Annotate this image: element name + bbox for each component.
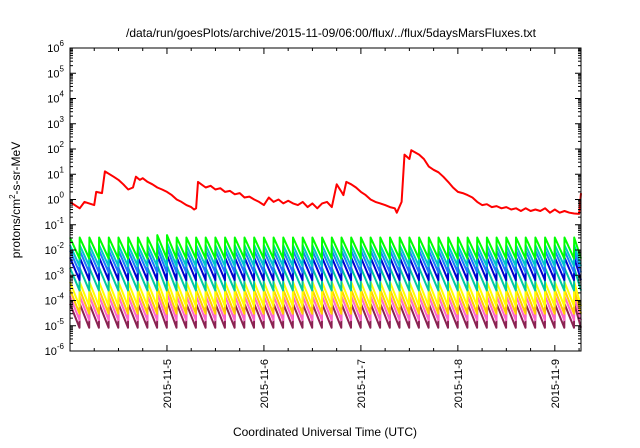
y-tick-label-exp: 6	[60, 39, 65, 48]
y-tick-label-base: 10	[47, 94, 59, 106]
y-tick-label-exp: 4	[60, 90, 65, 99]
y-tick-label-3: 10-3	[45, 266, 65, 282]
x-axis: 2015-11-5 2015-11-6 2015-11-7 2015-11-8 2015…	[93, 48, 580, 408]
plot-area	[69, 149, 582, 329]
y-tick-label-base: 10	[45, 321, 57, 333]
y-axis: 10-610-510-410-310-210-11001011021031041…	[45, 39, 581, 358]
y-tick-label-exp: 3	[60, 115, 65, 124]
y-tick-label-exp: 5	[60, 64, 65, 73]
y-tick-label-8: 102	[47, 140, 64, 156]
x-axis-label: Coordinated Universal Time (UTC)	[233, 425, 417, 439]
y-tick-label-base: 10	[45, 346, 57, 358]
x-tick-label-0: 2015-11-5	[162, 359, 174, 408]
y-tick-label-7: 101	[47, 165, 64, 181]
chart-title: /data/run/goesPlots/archive/2015-11-09/0…	[126, 26, 537, 40]
y-tick-label-base: 10	[47, 68, 59, 80]
x-tick-label-1: 2015-11-6	[259, 359, 271, 408]
y-axis-label-sup: 2	[8, 194, 17, 199]
y-tick-label-base: 10	[47, 119, 59, 131]
y-tick-label-exp: -1	[57, 216, 65, 225]
y-tick-label-exp: -6	[57, 342, 65, 351]
y-tick-label-base: 10	[45, 245, 57, 257]
y-tick-label-1: 10-5	[45, 317, 65, 333]
y-tick-label-exp: -3	[57, 266, 65, 275]
y-tick-label-base: 10	[45, 220, 57, 232]
y-tick-label-9: 103	[47, 115, 64, 131]
y-tick-label-base: 10	[45, 270, 57, 282]
x-tick-label-3: 2015-11-8	[453, 359, 465, 408]
y-tick-label-5: 10-1	[45, 216, 65, 232]
series-line-1	[69, 234, 582, 260]
y-tick-label-exp: -2	[57, 241, 65, 250]
y-tick-label-10: 104	[47, 90, 64, 106]
y-tick-label-base: 10	[47, 144, 59, 156]
y-tick-label-11: 105	[47, 64, 64, 80]
y-axis-label-tail: -s-sr-MeV	[9, 142, 23, 195]
series-line-6	[69, 278, 582, 308]
y-tick-label-base: 10	[45, 296, 57, 308]
y-tick-label-exp: 0	[60, 191, 65, 200]
y-axis-label-main: protons/cm	[9, 199, 23, 258]
y-tick-label-0: 10-6	[45, 342, 65, 358]
y-tick-label-6: 100	[47, 191, 64, 207]
y-tick-label-2: 10-4	[45, 292, 65, 308]
y-tick-label-exp: 1	[60, 165, 65, 174]
y-tick-label-base: 10	[47, 195, 59, 207]
y-tick-label-exp: -5	[57, 317, 65, 326]
series-line-0	[69, 149, 582, 215]
y-axis-label: protons/cm2-s-sr-MeV	[8, 142, 23, 258]
y-tick-label-base: 10	[47, 169, 59, 181]
x-tick-label-4: 2015-11-9	[550, 359, 562, 408]
y-tick-label-base: 10	[47, 43, 59, 55]
x-tick-label-2: 2015-11-7	[356, 359, 368, 408]
y-tick-label-4: 10-2	[45, 241, 65, 257]
y-tick-label-exp: -4	[57, 292, 65, 301]
y-tick-label-exp: 2	[60, 140, 65, 149]
y-tick-label-12: 106	[47, 39, 64, 55]
